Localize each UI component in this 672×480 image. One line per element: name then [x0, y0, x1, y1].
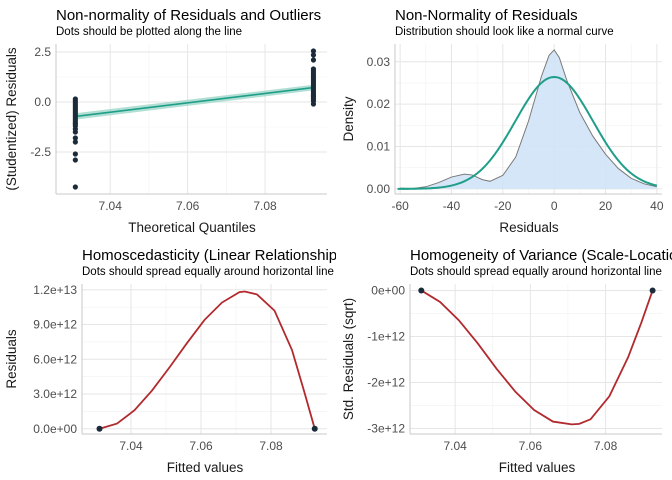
homoscedasticity-panel: Homoscedasticity (Linear Relationship) D… — [0, 240, 336, 480]
x-tick-label: 7.08 — [253, 199, 277, 213]
scale-location-panel: Homogeneity of Variance (Scale-Location)… — [336, 240, 672, 480]
qq-plot-title: Non-normality of Residuals and Outliers — [56, 7, 321, 24]
y-tick-label: 0.00 — [367, 182, 391, 196]
homoscedasticity-xlabel: Fitted values — [167, 460, 244, 475]
data-point — [310, 52, 317, 58]
density-plot-ylabel: Density — [341, 96, 356, 141]
homoscedasticity-ylabel: Residuals — [4, 329, 19, 389]
data-point — [72, 184, 78, 190]
density-plot-subtitle: Distribution should look like a normal c… — [395, 26, 614, 38]
density-plot-area: -60 -40 -20 0 20 40 0.00 0.01 0.02 0.03 — [367, 44, 664, 213]
homoscedasticity-area: 7.04 7.06 7.08 0.0e+00 3.0e+12 6.0e+12 9.0e+12… — [33, 283, 327, 453]
loess-curve — [99, 290, 316, 430]
scale-location-svg: Homogeneity of Variance (Scale-Location)… — [341, 247, 672, 475]
x-tick-label: 40 — [650, 199, 664, 213]
x-tick-label: 7.04 — [119, 439, 143, 453]
data-point — [310, 66, 317, 72]
qq-plot-ylabel: (Studentized) Residuals — [4, 47, 19, 191]
data-point — [649, 287, 656, 294]
density-area — [400, 49, 657, 189]
data-point — [418, 287, 425, 294]
data-point — [72, 151, 78, 157]
x-tick-label: 7.06 — [189, 439, 213, 453]
y-tick-label: 3.0e+12 — [33, 387, 77, 401]
x-tick-label: 7.08 — [594, 439, 618, 453]
x-tick-label: 7.06 — [176, 199, 200, 213]
qq-plot-subtitle: Dots should be plotted along the line — [56, 26, 242, 38]
x-tick-label: 20 — [599, 199, 613, 213]
qq-plot-panel: Non-normality of Residuals and Outliers … — [0, 0, 336, 240]
y-tick-label: -3e+12 — [367, 421, 405, 435]
loess-curve — [420, 289, 654, 426]
x-tick-label: 7.08 — [259, 439, 283, 453]
x-tick-label: -20 — [494, 199, 512, 213]
density-plot-panel: Non-Normality of Residuals Distribution … — [336, 0, 672, 240]
density-plot-svg: Non-Normality of Residuals Distribution … — [341, 7, 664, 235]
data-point — [311, 425, 318, 432]
y-tick-label: 6.0e+12 — [33, 352, 77, 366]
density-plot-title: Non-Normality of Residuals — [395, 7, 578, 24]
density-plot-xlabel: Residuals — [499, 220, 559, 235]
reference-line — [75, 86, 314, 118]
scale-location-area: 7.04 7.06 7.08 0e+00 -1e+12 -2e+12 -3e+12 — [367, 283, 662, 453]
x-tick-label: 7.04 — [443, 439, 467, 453]
normal-curve — [397, 75, 658, 190]
y-tick-label: 0.0 — [34, 95, 51, 109]
data-point — [310, 57, 317, 63]
scale-location-title: Homogeneity of Variance (Scale-Location) — [410, 247, 672, 264]
y-tick-label: -1e+12 — [367, 329, 405, 343]
qq-plot-xlabel: Theoretical Quantiles — [128, 220, 256, 235]
y-tick-label: 1.2e+13 — [33, 283, 77, 297]
y-tick-label: 0.01 — [367, 140, 391, 154]
homoscedasticity-svg: Homoscedasticity (Linear Relationship) D… — [4, 247, 336, 475]
homoscedasticity-title: Homoscedasticity (Linear Relationship) — [82, 247, 336, 264]
data-point — [72, 96, 78, 102]
y-tick-label: 0.03 — [367, 55, 391, 69]
y-tick-label: 0.0e+00 — [33, 422, 77, 436]
data-point — [310, 93, 317, 99]
y-tick-label: -2e+12 — [367, 375, 405, 389]
data-point — [72, 121, 78, 127]
y-tick-label: 9.0e+12 — [33, 318, 77, 332]
data-point — [310, 48, 317, 54]
qq-plot-area: 7.04 7.06 7.08 -2.5 0.0 2.5 — [30, 44, 327, 213]
x-tick-label: 0 — [551, 199, 558, 213]
scale-location-xlabel: Fitted values — [499, 460, 576, 475]
homoscedasticity-subtitle: Dots should spread equally around horizo… — [82, 266, 334, 278]
scale-location-subtitle: Dots should spread equally around horizo… — [410, 266, 662, 278]
y-tick-label: 0.02 — [367, 97, 391, 111]
scale-location-ylabel: Std. Residuals (sqrt) — [341, 298, 356, 420]
qq-plot-svg: Non-normality of Residuals and Outliers … — [4, 7, 327, 235]
x-tick-label: -40 — [443, 199, 461, 213]
data-point — [72, 139, 78, 145]
x-tick-label: 7.06 — [519, 439, 543, 453]
x-tick-label: -60 — [391, 199, 409, 213]
density-line — [400, 49, 657, 189]
x-tick-label: 7.04 — [99, 199, 123, 213]
data-point — [72, 135, 78, 141]
y-tick-label: 0e+00 — [371, 283, 405, 297]
y-tick-label: -2.5 — [30, 145, 51, 159]
y-tick-label: 2.5 — [34, 45, 51, 59]
data-point — [72, 157, 78, 163]
data-point — [96, 425, 103, 432]
